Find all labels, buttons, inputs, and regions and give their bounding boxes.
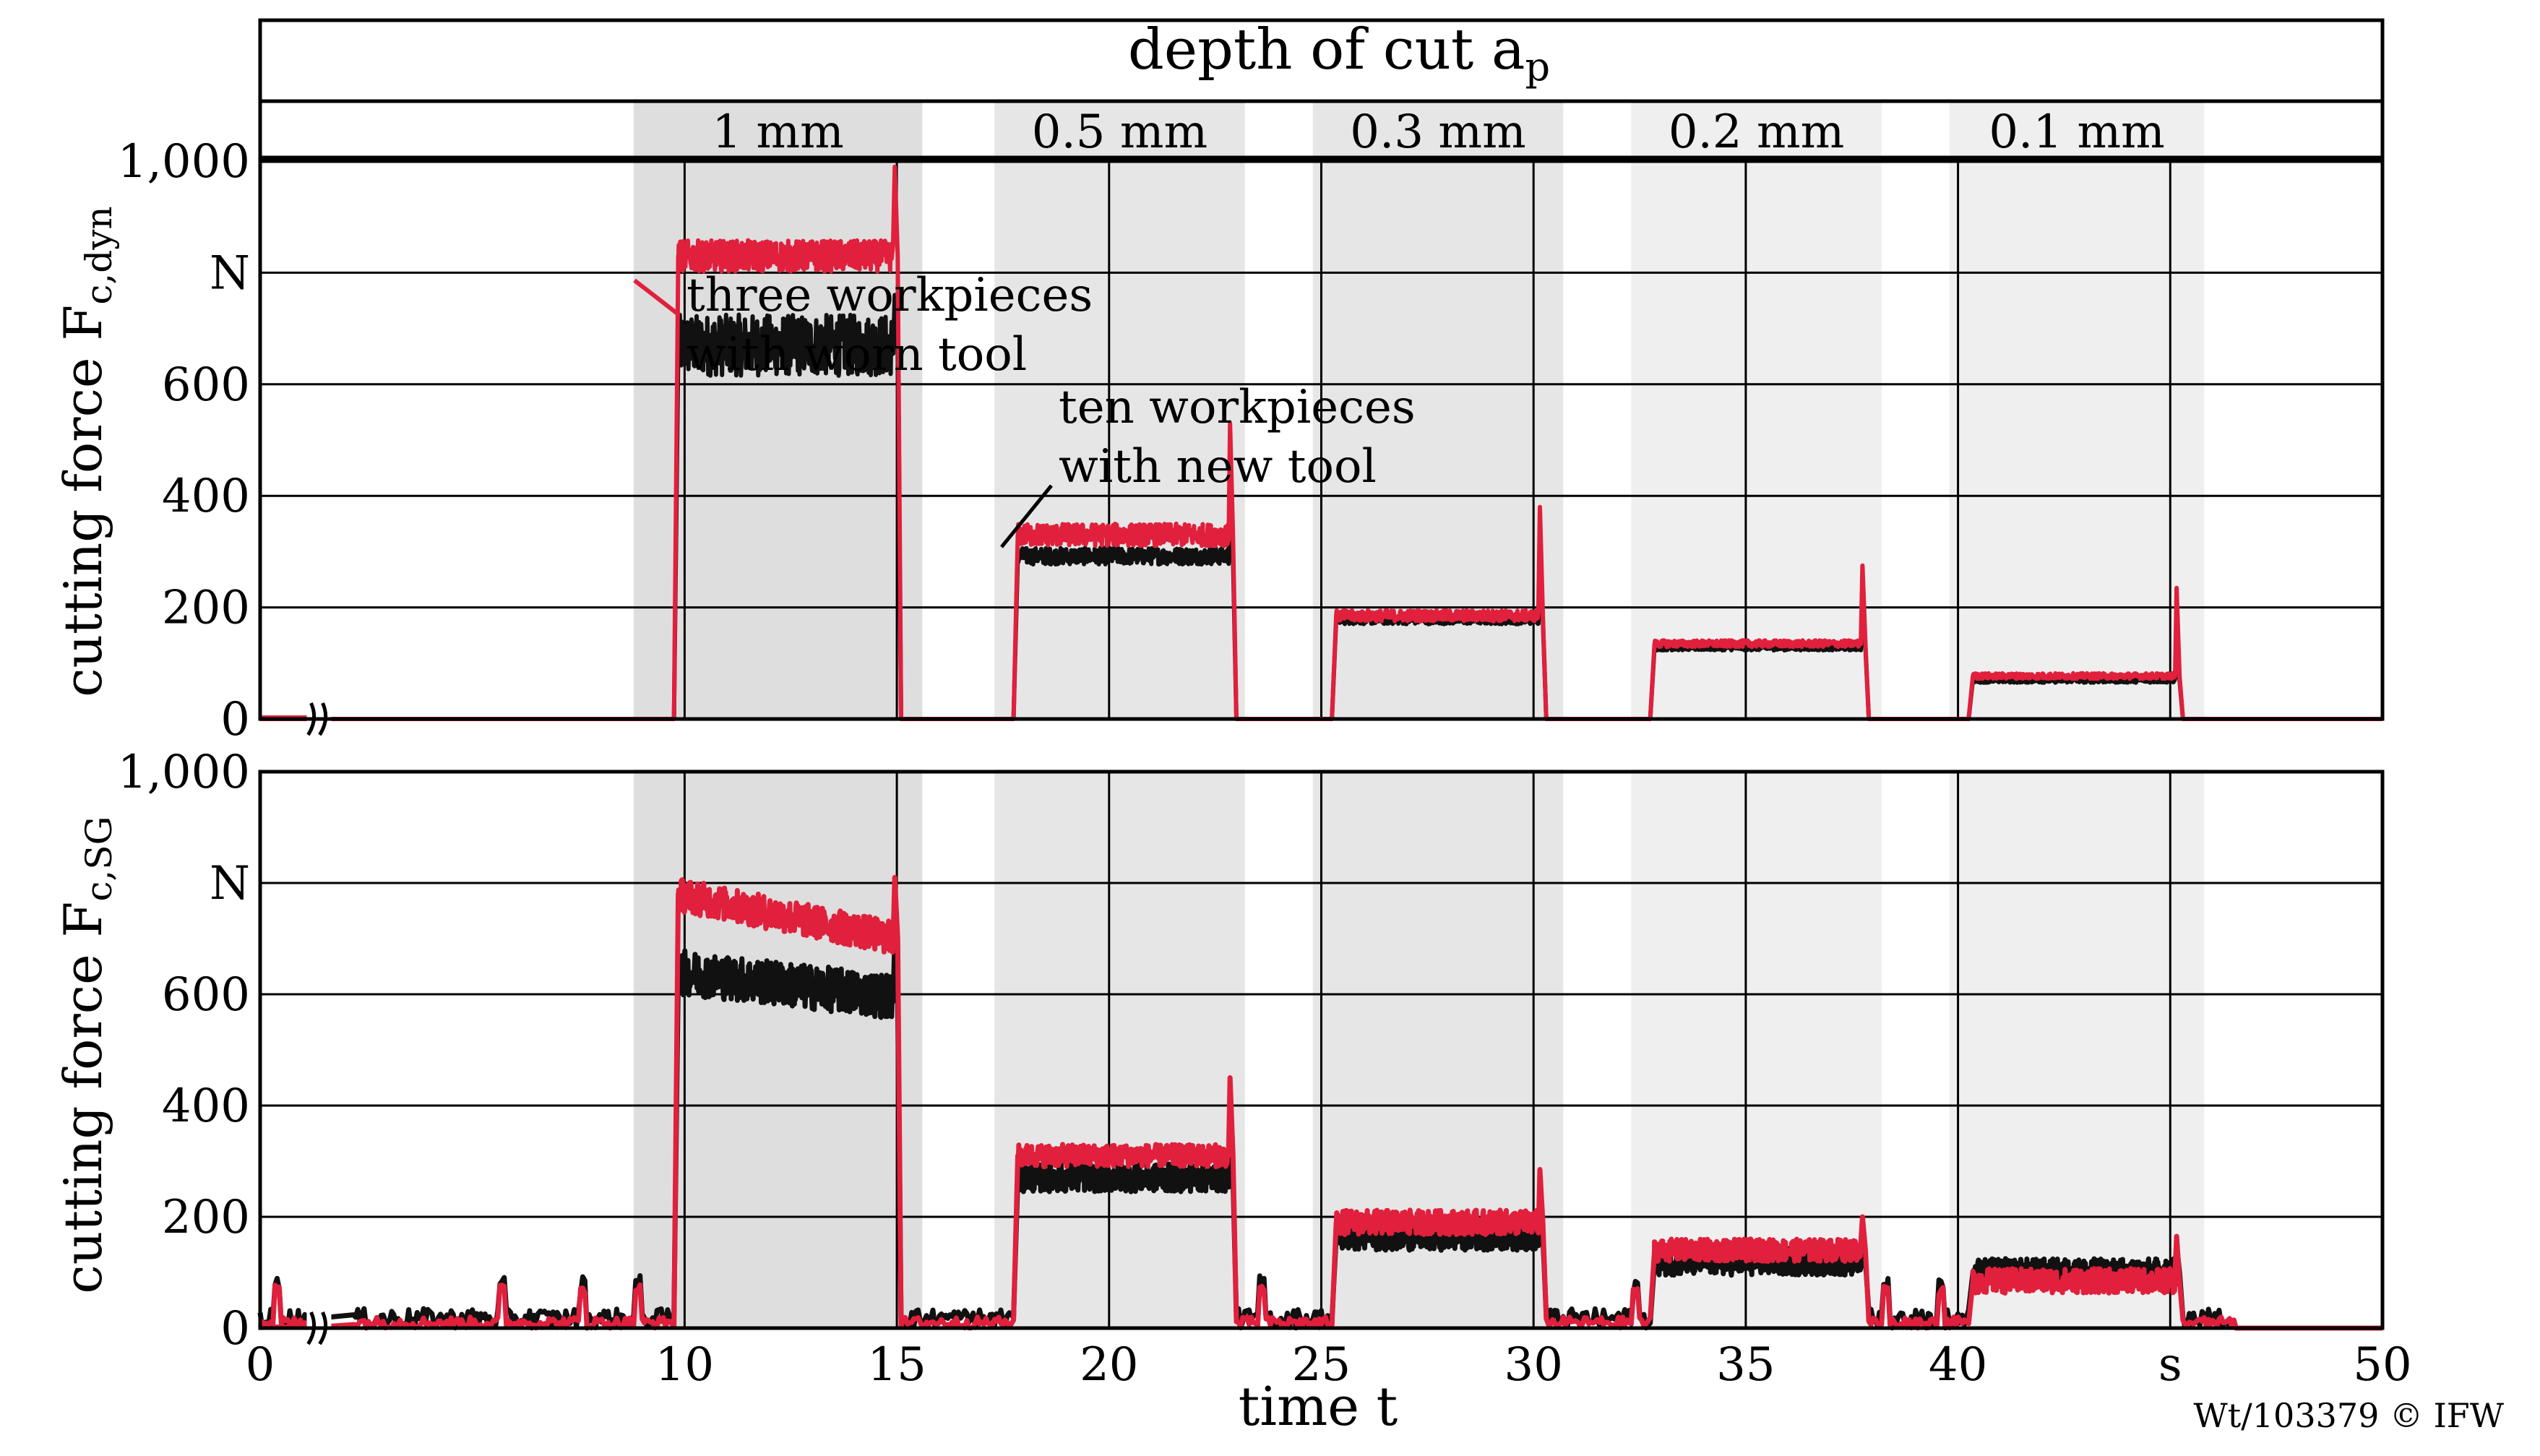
x-tick-label: s bbox=[2158, 1338, 2182, 1392]
depth-band bbox=[633, 101, 923, 1328]
x-axis-label: time t bbox=[1239, 1376, 1398, 1438]
depth-band bbox=[994, 101, 1245, 1328]
top-y-tick-label: 400 bbox=[162, 470, 250, 523]
x-tick-label: 25 bbox=[1292, 1338, 1351, 1392]
plot-frames bbox=[258, 18, 2385, 1330]
bottom-y-tick-label: 400 bbox=[162, 1080, 250, 1133]
panel-gap bbox=[260, 721, 2382, 770]
top-y-tick-label: 1,000 bbox=[118, 135, 250, 189]
depth-band bbox=[1949, 101, 2205, 1328]
bottom-y-tick-label: N bbox=[210, 857, 250, 910]
depth-band bbox=[1312, 101, 1564, 1328]
bottom-series-worn-tool bbox=[257, 874, 2383, 1331]
worn-tool-label-line2: with worn tool bbox=[686, 328, 1027, 382]
grid-lines bbox=[260, 161, 2382, 1328]
header-title: depth of cut ap bbox=[1128, 17, 1550, 90]
header-depth-frame bbox=[258, 99, 2385, 160]
x-tick-label: 15 bbox=[867, 1338, 926, 1392]
x-tick-label: 20 bbox=[1080, 1338, 1138, 1392]
top-y-tick-label: 200 bbox=[162, 582, 250, 635]
x-tick-label: 35 bbox=[1716, 1338, 1775, 1392]
top-series-worn-tool bbox=[259, 164, 2383, 721]
x-tick-label: 0 bbox=[246, 1338, 275, 1392]
depth-label: 0.3 mm bbox=[1350, 105, 1526, 159]
copyright-note: Wt/103379 © IFW bbox=[2194, 1396, 2505, 1435]
depth-label: 0.5 mm bbox=[1032, 105, 1208, 159]
x-tick-label: 50 bbox=[2353, 1338, 2411, 1392]
new-tool-leader bbox=[1000, 484, 1053, 548]
depth-label: 1 mm bbox=[712, 105, 843, 159]
x-tick-label: 30 bbox=[1504, 1338, 1562, 1392]
top-plot-frame bbox=[258, 159, 2385, 721]
top-y-axis-label: cutting force Fc,dyn bbox=[53, 206, 120, 697]
depth-label: 0.1 mm bbox=[1989, 105, 2165, 159]
bottom-y-tick-label: 1,000 bbox=[118, 746, 250, 799]
depth-label: 0.2 mm bbox=[1669, 105, 1845, 159]
bottom-y-axis-label: cutting force Fc,SG bbox=[53, 816, 120, 1293]
x-tick-label: 10 bbox=[655, 1338, 714, 1392]
new-tool-label-line2: with new tool bbox=[1059, 440, 1377, 494]
top-y-tick-label: 600 bbox=[162, 358, 250, 412]
worn-tool-label-line1: three workpieces bbox=[686, 269, 1093, 322]
top-y-tick-label: N bbox=[210, 246, 250, 300]
series-layer bbox=[257, 164, 2383, 1347]
depth-label-group: 1 mm 0.5 mm 0.3 mm 0.2 mm 0.1 mm bbox=[712, 105, 2164, 159]
new-tool-label-line1: ten workpieces bbox=[1059, 381, 1416, 434]
bottom-y-tick-label: 200 bbox=[162, 1191, 250, 1244]
depth-bands bbox=[260, 101, 2382, 1328]
bottom-plot-frame bbox=[258, 770, 2385, 1330]
top-y-tick-label: 0 bbox=[220, 693, 250, 746]
depth-band bbox=[1631, 101, 1882, 1328]
x-tick-label: 40 bbox=[1929, 1338, 1987, 1392]
bottom-y-tick-label: 0 bbox=[220, 1302, 250, 1356]
bottom-y-tick-label: 600 bbox=[162, 968, 250, 1022]
worn-tool-leader bbox=[633, 278, 681, 317]
